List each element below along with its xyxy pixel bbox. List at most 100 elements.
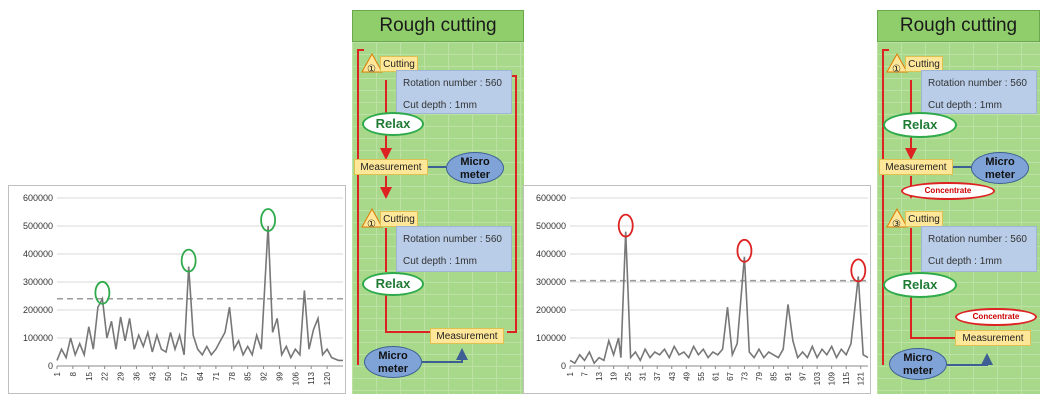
series-line xyxy=(56,225,343,362)
measurement-node: Measurement xyxy=(955,330,1031,346)
x-tick-label: 7 xyxy=(581,371,590,376)
x-tick-label: 71 xyxy=(212,371,221,380)
y-tick-label: 100000 xyxy=(536,333,566,343)
rotation-number: Rotation number : 560 xyxy=(403,234,502,245)
x-tick-label: 97 xyxy=(799,371,808,380)
x-tick-label: 115 xyxy=(842,371,851,384)
peak-highlight-circle xyxy=(94,280,111,305)
measurement-node: Measurement xyxy=(354,159,428,175)
x-tick-label: 99 xyxy=(275,371,284,380)
y-tick-label: 0 xyxy=(561,361,566,371)
x-tick-label: 49 xyxy=(682,371,691,380)
peak-highlight-circle xyxy=(850,258,867,283)
measurement-node: Measurement xyxy=(879,159,953,175)
x-tick-label: 13 xyxy=(595,371,604,380)
chart-left: 0 100000 200000 300000 400000 500000 600000 1 8 1… xyxy=(8,185,346,394)
flowchart-title: Rough cutting xyxy=(877,10,1040,42)
cut-depth: Cut depth : 1mm xyxy=(403,256,477,267)
y-tick-label: 100000 xyxy=(23,333,53,343)
micrometer-node: Micro meter xyxy=(364,346,422,378)
concentrate-badge: Concentrate xyxy=(955,308,1037,326)
x-tick-label: 37 xyxy=(653,371,662,380)
x-tick-label: 106 xyxy=(291,371,300,385)
peak-highlight-circle xyxy=(260,208,276,232)
micrometer-node: Micro meter xyxy=(971,152,1029,184)
cutting-params: Rotation number : 560 Cut depth : 1mm xyxy=(921,70,1037,114)
peak-highlight-circle xyxy=(736,238,753,263)
x-tick-label: 109 xyxy=(828,371,837,385)
step-number: ① xyxy=(367,64,376,75)
x-tick-label: 79 xyxy=(755,371,764,380)
x-tick-label: 61 xyxy=(711,371,720,380)
x-tick-label: 31 xyxy=(639,371,648,380)
series-line xyxy=(569,231,869,365)
step-number: ① xyxy=(892,64,901,75)
x-tick-label: 55 xyxy=(697,371,706,380)
y-tick-label: 200000 xyxy=(536,305,566,315)
y-tick-label: 500000 xyxy=(536,221,566,231)
x-tick-label: 15 xyxy=(85,371,94,380)
y-tick-label: 500000 xyxy=(23,221,53,231)
x-tick-label: 1 xyxy=(566,371,575,376)
peak-highlight-circle xyxy=(180,248,197,273)
flowchart-right: Rough cutting ① Cutting Rotation number … xyxy=(877,10,1040,394)
x-tick-label: 113 xyxy=(307,371,316,384)
cutting-params: Rotation number : 560 Cut depth : 1mm xyxy=(396,226,512,272)
rotation-number: Rotation number : 560 xyxy=(928,78,1027,89)
x-tick-label: 25 xyxy=(624,371,633,380)
x-tick-label: 85 xyxy=(244,371,253,380)
step-number: ① xyxy=(367,219,376,230)
x-tick-label: 8 xyxy=(69,371,78,376)
x-tick-label: 91 xyxy=(784,371,793,380)
x-tick-label: 29 xyxy=(117,371,126,380)
micrometer-node: Micro meter xyxy=(446,152,504,184)
x-tick-label: 85 xyxy=(770,371,779,380)
rotation-number: Rotation number : 560 xyxy=(928,234,1027,245)
chart-right: 0 100000 200000 300000 400000 500000 600000 1 7 1… xyxy=(523,185,871,394)
y-tick-label: 300000 xyxy=(536,277,566,287)
y-tick-label: 600000 xyxy=(23,193,53,203)
x-tick-label: 120 xyxy=(323,371,332,385)
micrometer-node: Micro meter xyxy=(889,348,947,380)
x-tick-label: 22 xyxy=(101,371,110,380)
cut-depth: Cut depth : 1mm xyxy=(928,256,1002,267)
flowchart-title: Rough cutting xyxy=(352,10,524,42)
x-tick-label: 36 xyxy=(132,371,141,380)
x-tick-label: 92 xyxy=(260,371,269,380)
flow-connectors xyxy=(882,49,993,366)
x-tick-label: 57 xyxy=(180,371,189,380)
y-tick-label: 400000 xyxy=(536,249,566,259)
x-tick-label: 103 xyxy=(813,371,822,385)
y-tick-label: 0 xyxy=(48,361,53,371)
x-tick-label: 73 xyxy=(740,371,749,380)
cutting-params: Rotation number : 560 Cut depth : 1mm xyxy=(396,70,512,114)
concentrate-badge: Concentrate xyxy=(901,182,995,200)
x-tick-label: 121 xyxy=(857,371,866,385)
x-tick-label: 64 xyxy=(196,371,205,380)
peak-highlight-circle xyxy=(617,213,634,238)
x-tick-label: 43 xyxy=(148,371,157,380)
relax-node: Relax xyxy=(362,272,424,296)
x-tick-label: 43 xyxy=(668,371,677,380)
relax-node: Relax xyxy=(362,112,424,136)
y-tick-label: 200000 xyxy=(23,305,53,315)
cut-depth: Cut depth : 1mm xyxy=(928,100,1002,111)
x-tick-label: 19 xyxy=(610,371,619,380)
cutting-label: Cutting xyxy=(380,211,418,227)
flow-connectors xyxy=(357,49,517,365)
x-tick-label: 1 xyxy=(53,371,62,376)
y-tick-label: 300000 xyxy=(23,277,53,287)
step-number: ③ xyxy=(892,219,901,230)
relax-node: Relax xyxy=(883,272,957,298)
cut-depth: Cut depth : 1mm xyxy=(403,100,477,111)
y-tick-label: 400000 xyxy=(23,249,53,259)
y-tick-label: 600000 xyxy=(536,193,566,203)
cutting-label: Cutting xyxy=(905,211,943,227)
x-tick-label: 50 xyxy=(164,371,173,380)
flowchart-left: Rough cutting ① Cutting Rotation number … xyxy=(352,10,524,394)
x-tick-label: 67 xyxy=(726,371,735,380)
chart-left-plot: 0 100000 200000 300000 400000 500000 600000 1 8 1… xyxy=(23,193,343,385)
x-tick-label: 78 xyxy=(228,371,237,380)
cutting-params: Rotation number : 560 Cut depth : 1mm xyxy=(921,226,1037,272)
